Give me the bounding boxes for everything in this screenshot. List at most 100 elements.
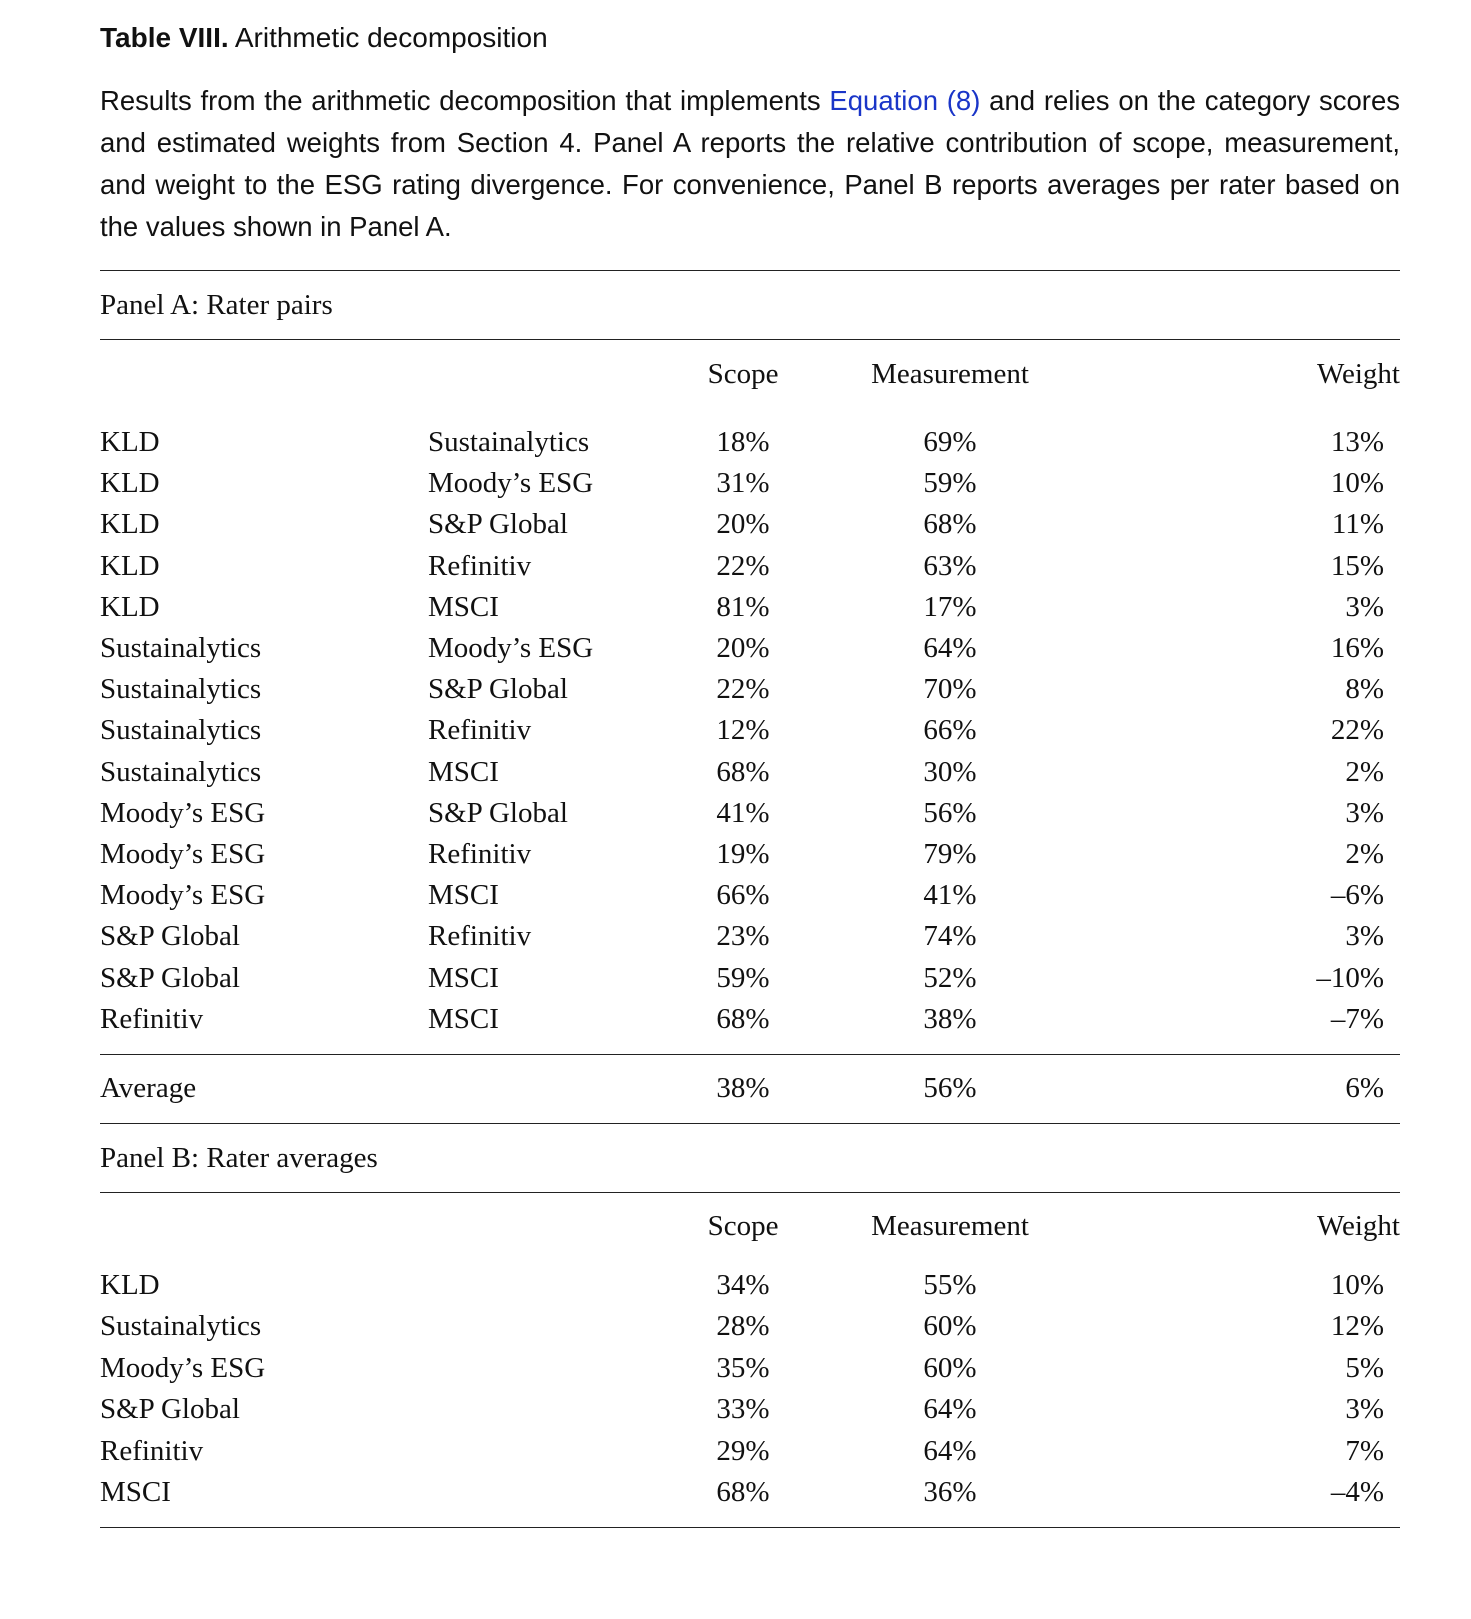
rater2-cell: Moody’s ESG (428, 632, 594, 665)
scope-cell: 29% (716, 1434, 770, 1467)
table-label: Table VIII. (100, 22, 229, 53)
weight-cell: 7% (1345, 1434, 1384, 1467)
scope-cell: 68% (716, 1002, 770, 1035)
table-row: Sustainalytics MSCI 68% 30% 2% (100, 752, 1400, 793)
scope-cell: 23% (716, 920, 770, 953)
header-empty (428, 1193, 674, 1261)
panel-a-table: Scope Measurement Weight KLD Sustainalyti… (100, 340, 1400, 1054)
rater1-cell: Moody’s ESG (100, 796, 266, 829)
weight-cell: 3% (1345, 796, 1384, 829)
measurement-cell: 17% (923, 590, 977, 623)
measurement-cell: 70% (923, 673, 977, 706)
weight-cell: 8% (1345, 673, 1384, 706)
table-figure: Table VIII. Arithmetic decomposition Res… (100, 18, 1400, 1529)
measurement-cell: 63% (923, 549, 977, 582)
measurement-cell: 68% (923, 508, 977, 541)
table-row: Moody’s ESG MSCI 66% 41% –6% (100, 875, 1400, 916)
scope-cell: 18% (716, 426, 770, 459)
caption-text-before: Results from the arithmetic decompositio… (100, 85, 830, 116)
panel-a-average-rule (100, 1053, 1400, 1055)
table-row: Sustainalytics S&P Global 22% 70% 8% (100, 669, 1400, 710)
rater2-cell: Refinitiv (428, 549, 532, 582)
measurement-cell: 36% (923, 1475, 977, 1508)
table-row: Sustainalytics Refinitiv 12% 66% 22% (100, 710, 1400, 751)
table-row: Moody’s ESG S&P Global 41% 56% 3% (100, 793, 1400, 834)
scope-cell: 12% (716, 714, 770, 747)
rater1-cell: Sustainalytics (100, 755, 262, 788)
weight-cell: –4% (1330, 1475, 1384, 1508)
scope-cell: 22% (716, 549, 770, 582)
bottom-rule (100, 1527, 1400, 1529)
measurement-cell: 69% (923, 426, 977, 459)
scope-cell: 22% (716, 673, 770, 706)
equation-link[interactable]: Equation (8) (829, 85, 981, 116)
rater-cell: Sustainalytics (100, 1310, 262, 1343)
rater1-cell: Sustainalytics (100, 673, 262, 706)
rater1-cell: Refinitiv (100, 1002, 204, 1035)
average-scope: 38% (716, 1072, 770, 1105)
rater2-cell: MSCI (428, 590, 499, 623)
rater2-cell: Sustainalytics (428, 426, 590, 459)
weight-cell: –7% (1330, 1002, 1384, 1035)
table-row: KLD Refinitiv 22% 63% 15% (100, 546, 1400, 587)
header-scope: Scope (707, 357, 779, 390)
measurement-cell: 64% (923, 1393, 977, 1426)
measurement-cell: 41% (923, 879, 977, 912)
rater1-cell: Sustainalytics (100, 632, 262, 665)
measurement-cell: 56% (923, 796, 977, 829)
rater-cell: S&P Global (100, 1393, 240, 1426)
panel-a-bottom-rule (100, 1122, 1400, 1124)
scope-cell: 59% (716, 961, 770, 994)
panel-a-header-row: Scope Measurement Weight (100, 340, 1400, 408)
measurement-cell: 60% (923, 1310, 977, 1343)
table-title-text: Arithmetic decomposition (228, 22, 548, 53)
panel-a-title: Panel A: Rater pairs (100, 289, 333, 321)
weight-cell: 11% (1331, 508, 1384, 541)
rater-cell: Moody’s ESG (100, 1351, 266, 1384)
panel-a-average-table: Average 38% 56% 6% (100, 1055, 1400, 1123)
rater1-cell: KLD (100, 508, 160, 541)
empty-cell (428, 1265, 674, 1306)
table-row: Sustainalytics 28% 60% 12% (100, 1306, 1400, 1347)
scope-cell: 28% (716, 1310, 770, 1343)
weight-cell: 5% (1345, 1351, 1384, 1384)
measurement-cell: 30% (923, 755, 977, 788)
scope-cell: 81% (716, 590, 770, 623)
rater-cell: MSCI (100, 1475, 171, 1508)
table-row: Sustainalytics Moody’s ESG 20% 64% 16% (100, 628, 1400, 669)
rater2-cell: S&P Global (428, 673, 568, 706)
scope-cell: 34% (716, 1269, 770, 1301)
scope-cell: 66% (716, 879, 770, 912)
header-weight: Weight (1316, 357, 1400, 390)
rater2-cell: Moody’s ESG (428, 467, 594, 500)
rater-cell: KLD (100, 1269, 160, 1301)
header-measurement: Measurement (871, 357, 1029, 390)
rater1-cell: S&P Global (100, 920, 240, 953)
table-row: MSCI 68% 36% –4% (100, 1472, 1400, 1513)
panel-b-rule (100, 1191, 1400, 1193)
table-row: KLD MSCI 81% 17% 3% (100, 587, 1400, 628)
header-weight: Weight (1316, 1210, 1400, 1243)
weight-cell: 2% (1345, 755, 1384, 788)
measurement-cell: 66% (923, 714, 977, 747)
rater2-cell: S&P Global (428, 508, 568, 541)
table-row: KLD Moody’s ESG 31% 59% 10% (100, 463, 1400, 504)
table-row: Moody’s ESG 35% 60% 5% (100, 1348, 1400, 1389)
measurement-cell: 59% (923, 467, 977, 500)
table-row: S&P Global 33% 64% 3% (100, 1389, 1400, 1430)
measurement-cell: 52% (923, 961, 977, 994)
table-row: KLD 34% 55% 10% (100, 1265, 1400, 1306)
empty-cell (428, 1348, 674, 1389)
weight-cell: –10% (1316, 961, 1384, 994)
rater2-cell: MSCI (428, 755, 499, 788)
table-row: KLD Sustainalytics 18% 69% 13% (100, 422, 1400, 463)
panel-b-header-row: Scope Measurement Weight (100, 1193, 1400, 1261)
rater2-cell: MSCI (428, 879, 499, 912)
measurement-cell: 74% (923, 920, 977, 953)
header-empty (428, 340, 674, 408)
panel-b-table: Scope Measurement Weight KLD 34% 55% 10% Sus… (100, 1193, 1400, 1513)
table-row: KLD S&P Global 20% 68% 11% (100, 504, 1400, 545)
scope-cell: 35% (716, 1351, 770, 1384)
rater1-cell: KLD (100, 549, 160, 582)
empty-cell (428, 1389, 674, 1430)
